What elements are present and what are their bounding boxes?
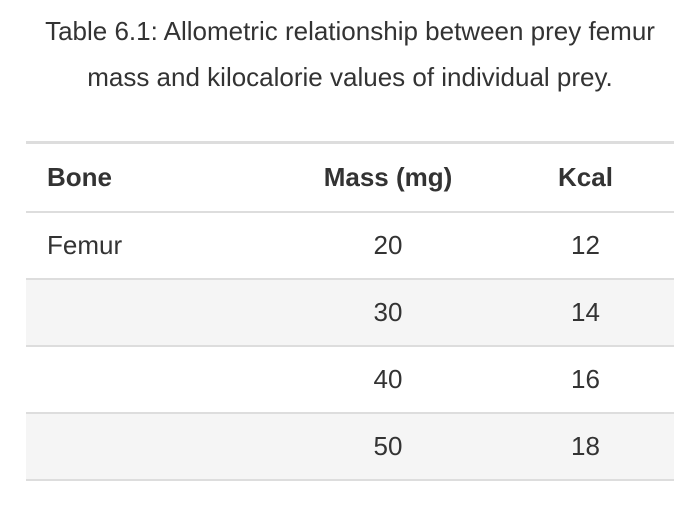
cell-bone: Femur — [26, 212, 279, 280]
header-bone: Bone — [26, 142, 279, 213]
data-table: Bone Mass (mg) Kcal Femur 20 12 30 14 40… — [26, 141, 674, 481]
header-mass: Mass (mg) — [279, 142, 497, 213]
cell-kcal: 16 — [497, 346, 674, 414]
cell-mass: 40 — [279, 346, 497, 414]
table-row: Femur 20 12 — [26, 212, 674, 280]
cell-kcal: 14 — [497, 279, 674, 347]
cell-kcal: 12 — [497, 212, 674, 280]
cell-kcal: 18 — [497, 413, 674, 481]
table-row: 50 18 — [26, 413, 674, 481]
cell-bone — [26, 346, 279, 414]
cell-mass: 50 — [279, 413, 497, 481]
cell-bone — [26, 279, 279, 347]
table-header-row: Bone Mass (mg) Kcal — [26, 142, 674, 213]
data-table-container: Bone Mass (mg) Kcal Femur 20 12 30 14 40… — [26, 141, 674, 481]
table-caption: Table 6.1: Allometric relationship betwe… — [45, 16, 655, 92]
cell-mass: 20 — [279, 212, 497, 280]
cell-mass: 30 — [279, 279, 497, 347]
cell-bone — [26, 413, 279, 481]
table-row: 30 14 — [26, 279, 674, 347]
header-kcal: Kcal — [497, 142, 674, 213]
table-row: 40 16 — [26, 346, 674, 414]
